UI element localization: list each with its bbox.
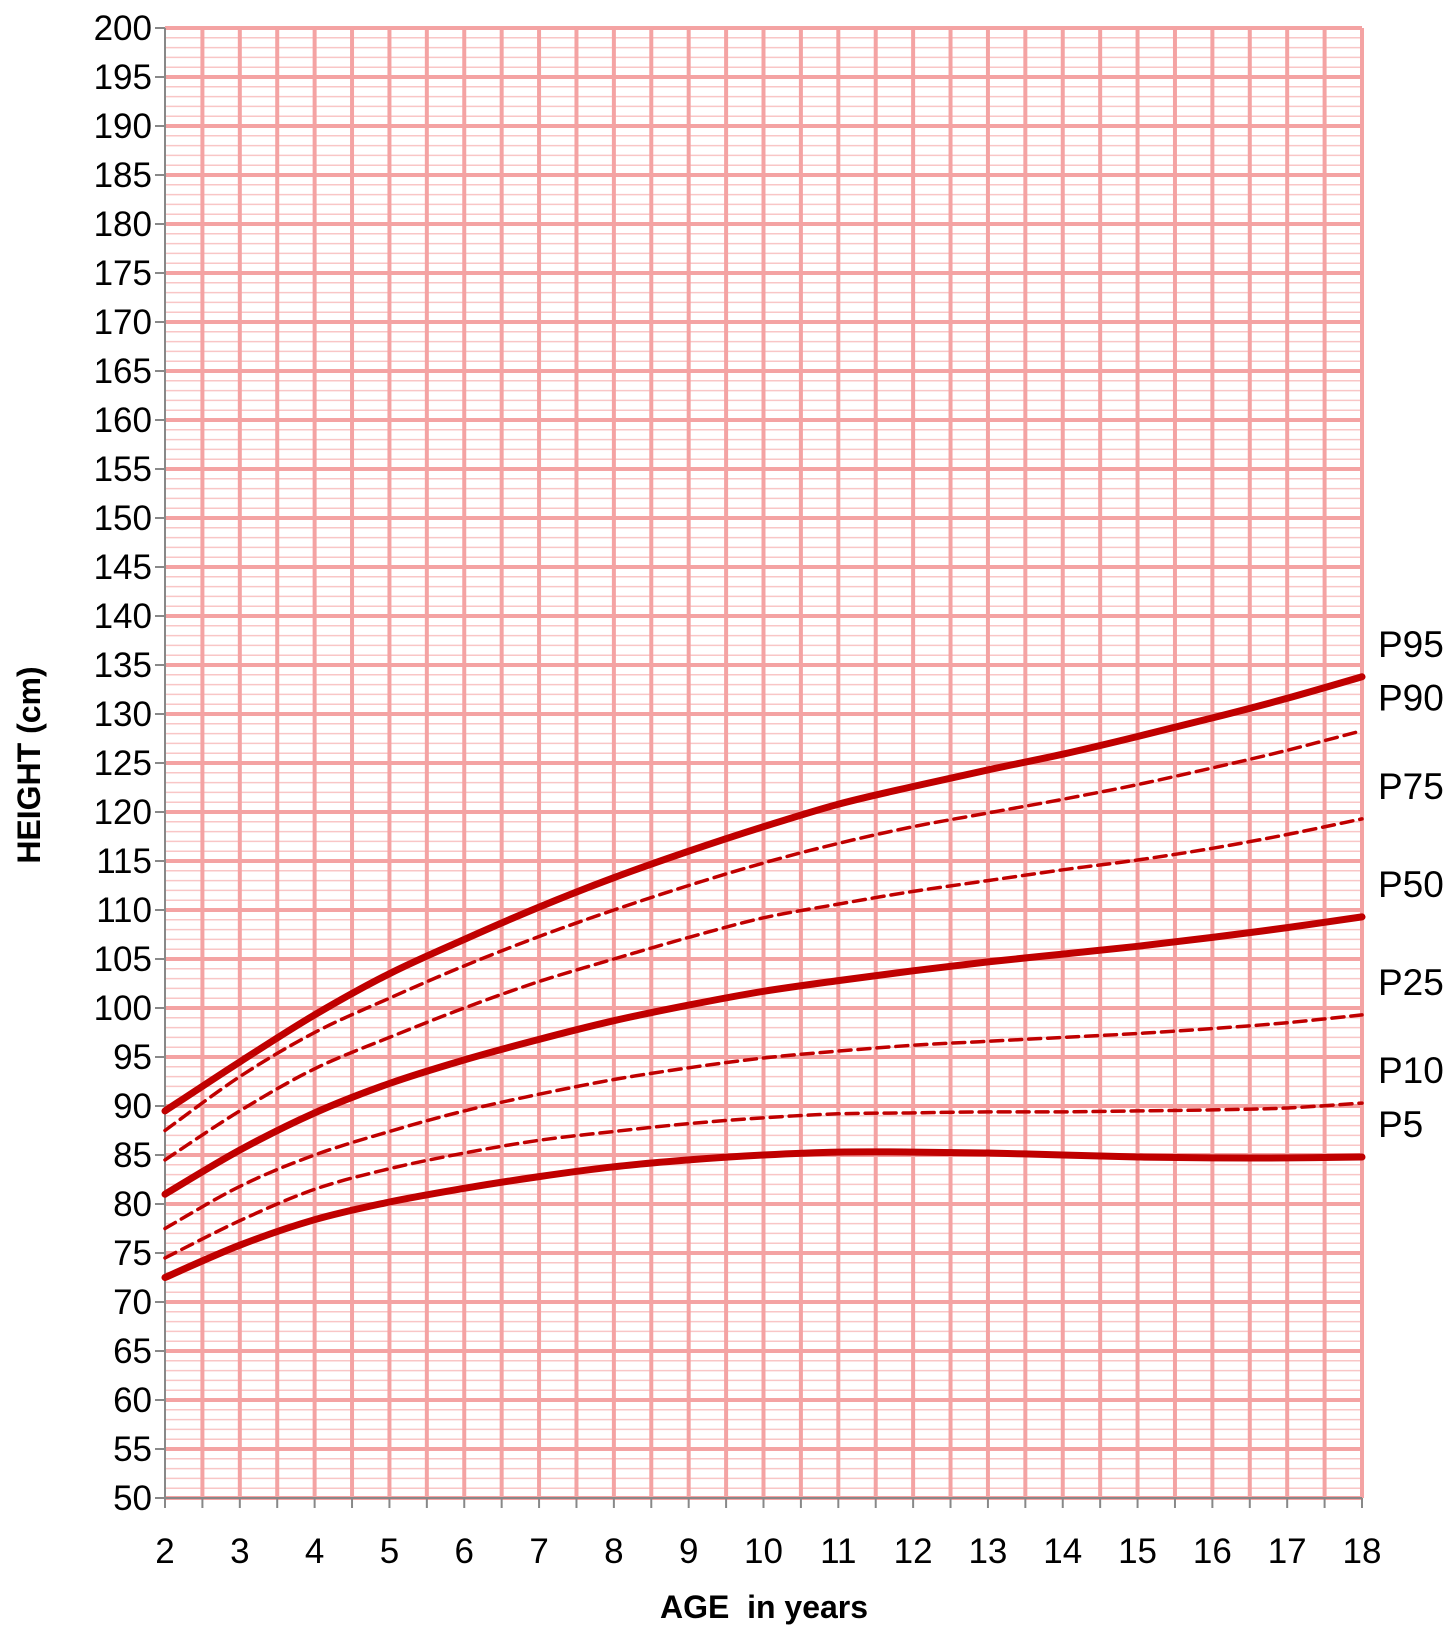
y-tick-label: 175 <box>94 254 152 293</box>
y-tick-label: 145 <box>94 548 152 587</box>
x-tick-label: 18 <box>1343 1532 1382 1571</box>
y-tick-label: 100 <box>94 989 152 1028</box>
series-line-p25 <box>163 1013 1364 1231</box>
y-axis-title: HEIGHT (cm) <box>11 666 47 863</box>
x-tick-label: 4 <box>305 1532 324 1571</box>
x-tick-label: 13 <box>968 1532 1007 1571</box>
series-label-p5: P5 <box>1378 1104 1423 1145</box>
x-axis-title: AGE in years <box>660 1589 868 1625</box>
y-tick-label: 185 <box>94 156 152 195</box>
x-tick-label: 16 <box>1193 1532 1232 1571</box>
x-tick-label: 7 <box>529 1532 548 1571</box>
y-tick-label: 120 <box>94 793 152 832</box>
y-tick-label: 55 <box>113 1430 152 1469</box>
series-label-p90: P90 <box>1378 678 1444 719</box>
x-tick-label: 11 <box>820 1532 856 1571</box>
series-line-p75 <box>163 817 1364 1162</box>
y-tick-label: 155 <box>94 450 152 489</box>
x-tick-label: 3 <box>230 1532 249 1571</box>
y-tick-label: 115 <box>96 842 152 881</box>
series-label-p75: P75 <box>1378 766 1444 807</box>
x-tick-label: 8 <box>604 1532 623 1571</box>
series-label-p95: P95 <box>1378 624 1444 665</box>
y-tick-label: 60 <box>113 1381 152 1420</box>
y-tick-label: 80 <box>113 1185 152 1224</box>
y-axis-tick-labels: 50 55 60 65 70 75 80 85 90 95 100 105 110 115 120 125 13… <box>94 9 152 1518</box>
y-tick-label: 70 <box>113 1283 152 1322</box>
y-tick-label: 75 <box>113 1234 152 1273</box>
x-tick-label: 10 <box>744 1532 783 1571</box>
y-tick-label: 160 <box>94 401 152 440</box>
y-tick-label: 150 <box>94 499 152 538</box>
x-tick-label: 6 <box>455 1532 474 1571</box>
y-tick-label: 140 <box>94 597 152 636</box>
series-line-p50 <box>161 913 1366 1198</box>
y-tick-label: 125 <box>94 744 152 783</box>
x-tick-label: 9 <box>679 1532 698 1571</box>
x-tick-label: 2 <box>155 1532 174 1571</box>
y-tick-label: 110 <box>96 891 152 930</box>
series-line-p90 <box>163 728 1364 1133</box>
y-tick-label: 50 <box>113 1479 152 1518</box>
series-label-p25: P25 <box>1378 962 1444 1003</box>
y-tick-label: 135 <box>94 646 152 685</box>
series-label-p10: P10 <box>1378 1050 1444 1091</box>
y-tick-label: 95 <box>113 1038 152 1077</box>
series-lines <box>161 673 1366 1281</box>
series-label-p50: P50 <box>1378 864 1444 905</box>
series-labels: P95 P90 P75 P50 P25 P10 P5 <box>1378 624 1444 1145</box>
y-tick-label: 180 <box>94 205 152 244</box>
y-tick-label: 65 <box>113 1332 152 1371</box>
axes <box>155 27 1363 1508</box>
y-tick-label: 105 <box>94 940 152 979</box>
y-tick-label: 200 <box>94 9 152 48</box>
y-tick-label: 190 <box>94 107 152 146</box>
y-tick-label: 195 <box>94 58 152 97</box>
x-axis-tick-labels: 2 3 4 5 6 7 8 9 10 11 12 13 14 15 16 17 18 <box>155 1532 1381 1571</box>
y-tick-label: 85 <box>113 1136 152 1175</box>
x-tick-label: 14 <box>1043 1532 1082 1571</box>
x-tick-label: 17 <box>1268 1532 1307 1571</box>
series-line-p5 <box>161 1148 1366 1281</box>
y-tick-label: 165 <box>94 352 152 391</box>
x-tick-label: 12 <box>894 1532 933 1571</box>
x-tick-label: 5 <box>380 1532 399 1571</box>
y-tick-label: 130 <box>94 695 152 734</box>
x-tick-label: 15 <box>1118 1532 1157 1571</box>
y-tick-label: 170 <box>94 303 152 342</box>
series-line-p95 <box>161 673 1366 1115</box>
y-tick-label: 90 <box>113 1087 152 1126</box>
series-line-p10 <box>163 1101 1364 1260</box>
